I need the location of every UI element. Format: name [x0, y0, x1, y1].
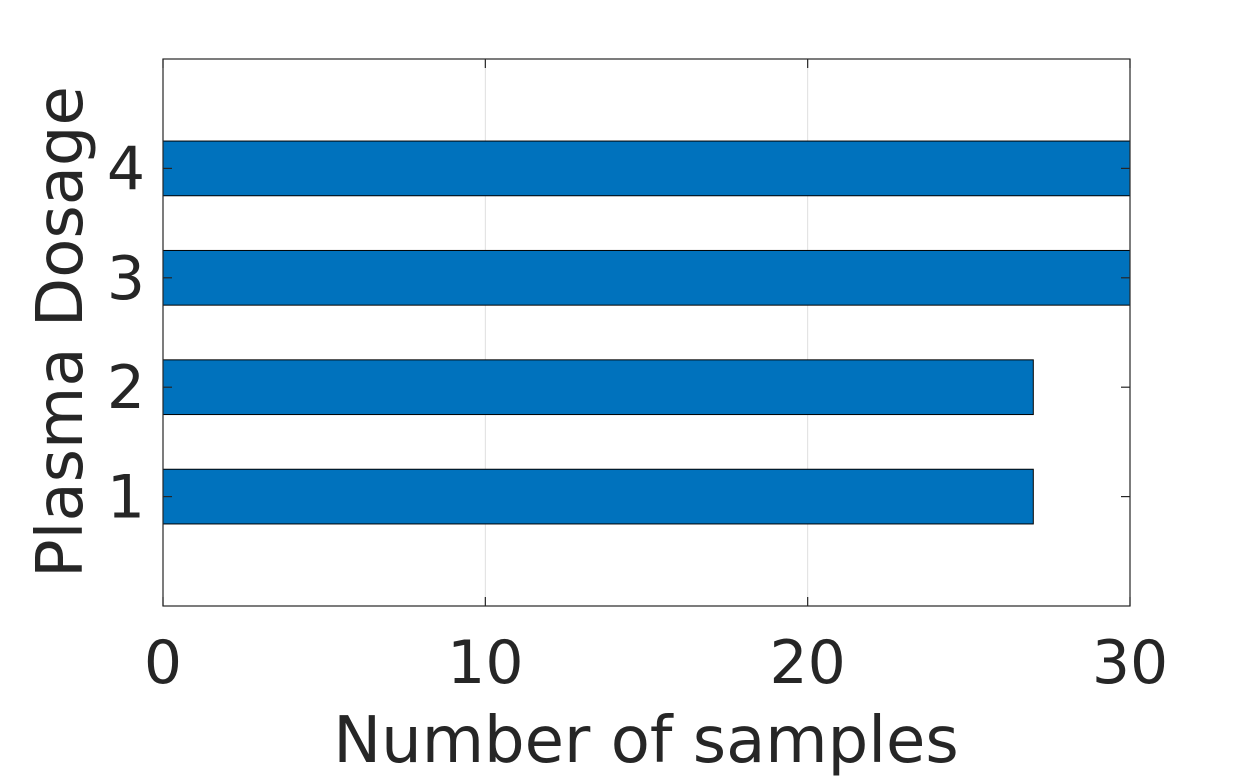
x-tick-label: 0: [144, 628, 182, 698]
bar-4: [162, 140, 1131, 197]
x-tick-label: 30: [1092, 628, 1168, 698]
bar-3: [162, 249, 1131, 306]
x-tick-labels: 0 10 20 30: [144, 628, 1168, 698]
plot-area-border: [162, 58, 1131, 607]
x-tick-label: 10: [447, 628, 523, 698]
x-tick-label: 20: [769, 628, 845, 698]
x-axis-label: Number of samples: [333, 704, 959, 778]
y-tick-label: 2: [107, 353, 145, 423]
y-tick-label: 3: [107, 244, 145, 314]
bar-1: [162, 468, 1034, 525]
y-tick-label: 1: [107, 463, 145, 533]
y-tick-label: 4: [107, 134, 145, 204]
bar-2: [162, 359, 1034, 416]
ticks-group: [162, 59, 1131, 606]
y-tick-labels: 1 2 3 4: [107, 134, 145, 532]
y-axis-label: Plasma Dosage: [24, 86, 98, 578]
